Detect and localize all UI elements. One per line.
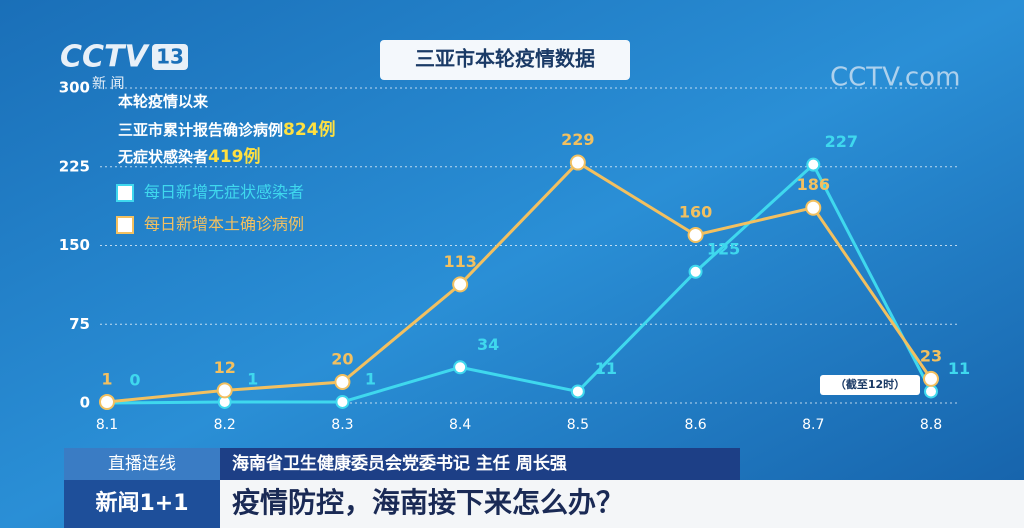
data-label: 0 bbox=[129, 371, 140, 390]
data-label: 229 bbox=[561, 130, 594, 149]
live-tag-box bbox=[64, 448, 220, 480]
data-label: 125 bbox=[707, 239, 740, 258]
title-box bbox=[380, 40, 630, 80]
y-tick-label: 300 bbox=[59, 79, 90, 97]
data-label: 34 bbox=[477, 335, 499, 354]
data-label: 160 bbox=[679, 203, 712, 222]
data-point bbox=[569, 154, 586, 171]
annotation: 无症状感染者419例 bbox=[117, 146, 261, 167]
data-label: 1 bbox=[365, 369, 376, 388]
headline: 疫情防控，海南接下来怎么办？ bbox=[232, 486, 624, 519]
data-label: 186 bbox=[797, 175, 830, 194]
data-point bbox=[688, 264, 703, 279]
legend-swatch bbox=[116, 184, 134, 202]
channel-name: 新 闻 bbox=[92, 76, 124, 92]
data-point bbox=[453, 360, 468, 375]
data-point bbox=[570, 384, 585, 399]
data-point bbox=[334, 374, 351, 390]
x-tick-label: 8.3 bbox=[331, 417, 353, 433]
data-label: 113 bbox=[443, 252, 476, 271]
x-tick-label: 8.8 bbox=[920, 417, 942, 433]
speaker-box bbox=[220, 448, 740, 480]
channel-box bbox=[152, 44, 188, 70]
y-tick-label: 75 bbox=[69, 315, 90, 333]
annotation: 本轮疫情以来 bbox=[118, 93, 209, 111]
speaker: 海南省卫生健康委员会党委书记 主任 周长强 bbox=[232, 453, 567, 474]
data-label: 11 bbox=[948, 359, 970, 378]
data-point bbox=[923, 370, 939, 387]
data-label: 20 bbox=[331, 350, 353, 369]
data-point bbox=[452, 276, 469, 293]
data-label: 12 bbox=[214, 358, 236, 377]
annotation-part: 三亚市累计报告确诊病例 bbox=[118, 121, 283, 139]
annotation-highlight: 824例 bbox=[283, 119, 336, 140]
live-tag: 直播连线 bbox=[108, 454, 176, 474]
data-label: 23 bbox=[920, 346, 942, 365]
data-point bbox=[687, 227, 704, 243]
data-point bbox=[806, 157, 821, 172]
legend-label: 每日新增本土确诊病例 bbox=[144, 215, 304, 234]
data-point bbox=[216, 382, 233, 399]
data-point bbox=[335, 394, 350, 409]
chart-title: 三亚市本轮疫情数据 bbox=[415, 47, 595, 71]
x-tick-label: 8.5 bbox=[567, 417, 589, 433]
logo: CCTV bbox=[60, 40, 150, 75]
y-tick-label: 225 bbox=[59, 157, 90, 175]
note: （截至12时） bbox=[835, 377, 905, 391]
x-tick-label: 8.6 bbox=[684, 417, 706, 433]
note-box bbox=[820, 375, 920, 395]
data-label: 227 bbox=[825, 132, 858, 151]
program: 新闻1+1 bbox=[95, 490, 188, 516]
program-box bbox=[64, 480, 220, 528]
headline-box bbox=[220, 480, 1024, 528]
data-point bbox=[924, 384, 938, 399]
x-tick-label: 8.2 bbox=[214, 417, 236, 433]
channel: 13 bbox=[156, 45, 184, 69]
legend-label: 每日新增无症状感染者 bbox=[144, 183, 304, 202]
data-label: 1 bbox=[247, 369, 258, 388]
annotation-highlight: 419例 bbox=[208, 146, 261, 167]
series-line bbox=[106, 162, 933, 405]
y-tick-label: 150 bbox=[59, 236, 90, 254]
x-tick-label: 8.1 bbox=[96, 417, 118, 433]
series-line bbox=[106, 160, 933, 404]
legend-swatch bbox=[116, 216, 134, 234]
data-point bbox=[805, 199, 822, 216]
data-label: 1 bbox=[101, 369, 112, 388]
annotation: 三亚市累计报告确诊病例824例 bbox=[118, 119, 336, 140]
data-label: 11 bbox=[595, 359, 617, 378]
y-tick-label: 0 bbox=[80, 394, 90, 412]
x-tick-label: 8.7 bbox=[802, 417, 824, 433]
annotation-part: 无症状感染者 bbox=[117, 148, 208, 166]
data-point bbox=[99, 393, 115, 410]
x-tick-label: 8.4 bbox=[449, 417, 471, 433]
